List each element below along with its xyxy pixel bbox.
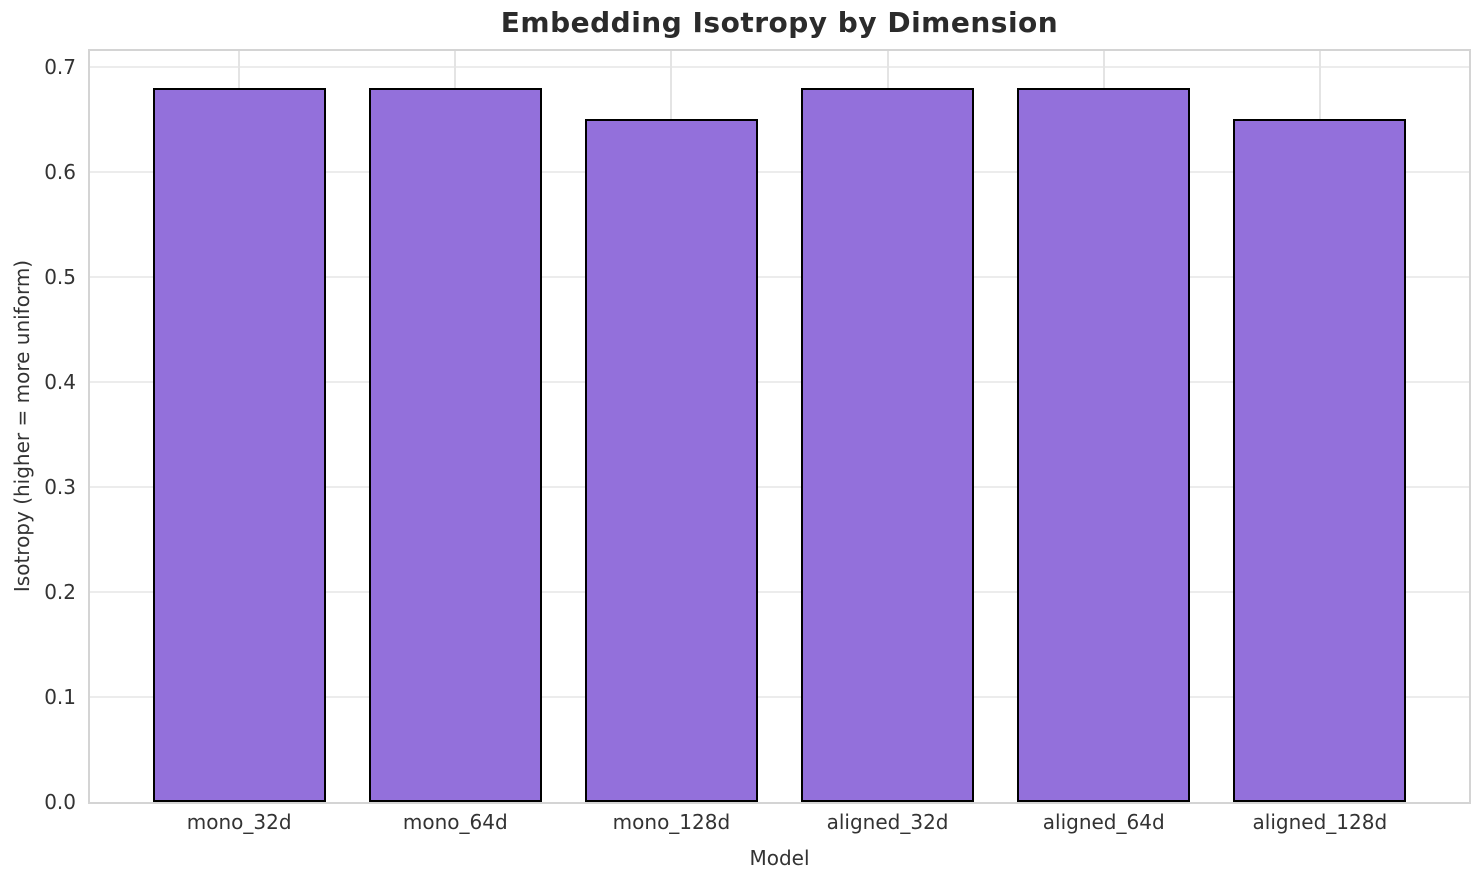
x-axis-label: Model — [749, 846, 810, 870]
bar-aligned_32d — [801, 87, 975, 802]
y-gridline — [90, 695, 1469, 698]
plot-area — [88, 49, 1471, 804]
x-tick-label: aligned_64d — [1042, 810, 1165, 834]
y-tick-label: 0.1 — [44, 684, 76, 709]
y-gridline — [90, 380, 1469, 383]
y-axis-label: Isotropy (higher = more uniform) — [10, 259, 34, 593]
bar-mono_32d — [152, 87, 326, 802]
y-gridline — [90, 65, 1469, 68]
y-tick-label: 0.5 — [44, 264, 76, 289]
y-tick-label: 0.2 — [44, 579, 76, 604]
y-gridline — [90, 590, 1469, 593]
chart-title: Embedding Isotropy by Dimension — [500, 6, 1059, 39]
y-tick-label: 0.7 — [44, 54, 76, 79]
y-tick-label: 0.3 — [44, 474, 76, 499]
x-tick-label: mono_32d — [186, 810, 292, 834]
y-gridline — [90, 485, 1469, 488]
y-tick-label: 0.4 — [44, 369, 76, 394]
x-tick-label: aligned_32d — [826, 810, 949, 834]
y-tick-label: 0.6 — [44, 159, 76, 184]
y-gridline — [90, 170, 1469, 173]
bar-mono_64d — [368, 87, 542, 802]
y-gridline — [90, 275, 1469, 278]
x-tick-label: aligned_128d — [1252, 810, 1388, 834]
y-tick-label: 0.0 — [44, 790, 76, 814]
x-tick-label: mono_64d — [402, 810, 508, 834]
x-tick-label: mono_128d — [612, 810, 731, 834]
bar-mono_128d — [584, 119, 758, 802]
bar-aligned_128d — [1233, 119, 1407, 802]
bar-aligned_64d — [1017, 87, 1191, 802]
